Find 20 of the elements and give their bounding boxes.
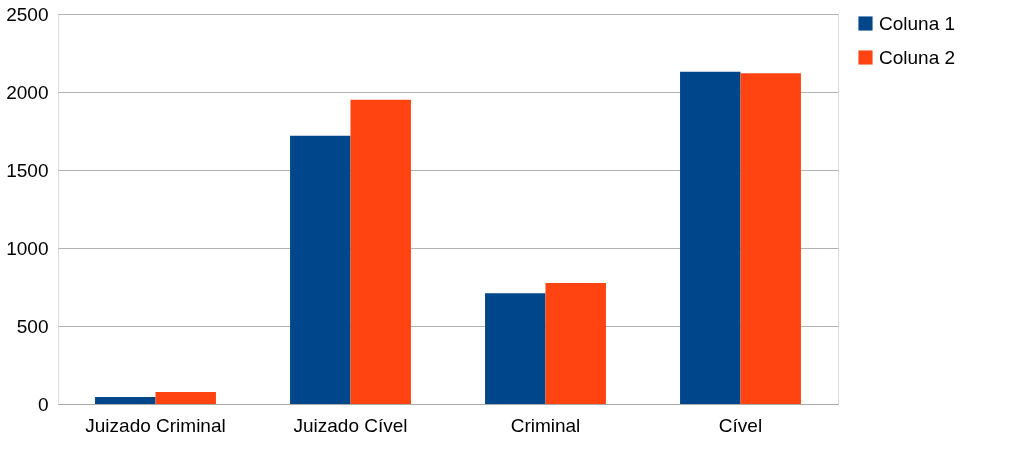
y-tick-label: 0	[37, 393, 49, 415]
y-tick-label: 2500	[6, 3, 49, 25]
bar	[485, 293, 546, 404]
x-tick-label: Juizado Criminal	[85, 414, 226, 436]
bar	[155, 391, 216, 404]
legend-label: Coluna 2	[879, 46, 956, 68]
y-tick-label: 2000	[6, 81, 49, 103]
x-tick-label: Juizado Cível	[293, 414, 408, 436]
bar	[95, 396, 156, 404]
x-tick-label: Criminal	[510, 414, 581, 436]
bar	[740, 73, 801, 404]
x-tick-label: Cível	[718, 414, 763, 436]
y-tick-label: 500	[16, 315, 49, 337]
bar	[350, 99, 411, 404]
legend-label: Coluna 1	[879, 12, 956, 34]
bar	[290, 135, 351, 404]
y-tick-label: 1500	[6, 159, 49, 181]
bar	[680, 71, 741, 404]
bar	[545, 283, 606, 404]
y-tick-label: 1000	[6, 237, 49, 259]
